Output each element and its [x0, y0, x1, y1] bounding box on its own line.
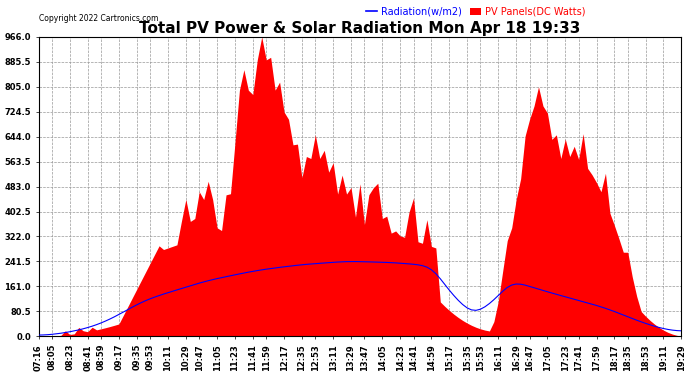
Legend: Radiation(w/m2), PV Panels(DC Watts): Radiation(w/m2), PV Panels(DC Watts) [362, 3, 590, 21]
Title: Total PV Power & Solar Radiation Mon Apr 18 19:33: Total PV Power & Solar Radiation Mon Apr… [139, 21, 580, 36]
Text: Copyright 2022 Cartronics.com: Copyright 2022 Cartronics.com [39, 14, 159, 23]
